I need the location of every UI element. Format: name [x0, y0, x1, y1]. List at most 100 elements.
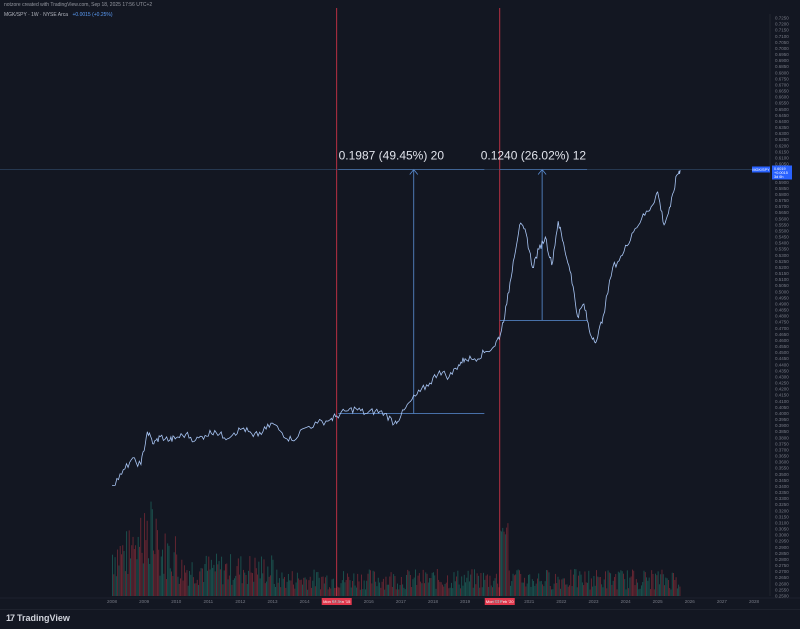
volume-bar: [395, 589, 397, 596]
volume-bar: [311, 587, 312, 596]
volume-bar: [284, 576, 285, 596]
measure-label: 0.1240 (26.02%) 12: [481, 148, 587, 162]
volume-bar: [535, 583, 537, 596]
y-tick-label: 0.5150: [775, 271, 789, 276]
volume-bar: [295, 582, 297, 596]
volume-bar: [444, 583, 446, 596]
volume-bar: [223, 570, 225, 596]
volume-bar: [185, 572, 187, 596]
volume-bar: [375, 581, 377, 596]
y-tick-label: 0.3000: [775, 533, 789, 538]
volume-bar: [258, 561, 260, 596]
volume-bar: [511, 581, 513, 596]
x-axis[interactable]: 2008 2009 2010 2011 2012 2013 2014 2015 2016 2017…: [107, 599, 759, 604]
x-tick-label: 2019: [460, 599, 471, 604]
volume-bar: [275, 586, 276, 596]
y-tick-label: 0.3850: [775, 429, 789, 434]
volume-bar: [615, 574, 617, 596]
event-label: Mon 05 Jan '15: [323, 599, 351, 604]
y-tick-label: 0.6750: [775, 76, 789, 81]
volume-bar: [357, 573, 359, 596]
volume-bar: [424, 583, 425, 596]
event-label-bg: [321, 598, 352, 605]
y-tick-label: 0.6050: [775, 162, 789, 167]
volume-bar: [458, 584, 460, 596]
volume-bar: [397, 583, 398, 596]
volume-bar: [249, 556, 251, 596]
volume-bar: [631, 569, 633, 596]
y-tick-label: 0.4850: [775, 308, 789, 313]
volume-bar: [318, 577, 320, 596]
event-lines: Mon 05 Jan '15 Mon 03 Feb '20: [321, 8, 515, 605]
volume-bar: [237, 558, 239, 596]
y-tick-label: 0.2800: [775, 557, 789, 562]
volume-bar: [628, 588, 630, 596]
volume-bar: [513, 575, 515, 596]
symbol-legend[interactable]: MGK/SPY · 1W · NYSE Arca +0.0015 (+0.25%…: [4, 12, 113, 18]
volume-bar: [376, 586, 378, 596]
volume-bar: [433, 572, 434, 596]
volume-bar: [226, 563, 228, 596]
volume-bar: [456, 576, 458, 596]
y-tick-label: 0.5650: [775, 210, 789, 215]
y-axis[interactable]: 0.72500.72000.71500.71000.70500.70000.69…: [752, 16, 792, 599]
volume-bar: [251, 573, 253, 596]
tradingview-brand[interactable]: 17 TradingView: [6, 613, 70, 623]
volume-bar: [230, 554, 232, 596]
volume-bar: [244, 572, 246, 596]
y-tick-label: 0.4950: [775, 295, 789, 300]
volume-bar: [427, 582, 429, 596]
volume-bar: [521, 582, 523, 596]
volume-bar: [159, 575, 161, 596]
volume-bar: [558, 579, 560, 596]
volume-bar: [294, 588, 296, 596]
volume-bar: [267, 566, 269, 596]
y-tick-label: 0.4600: [775, 338, 789, 343]
volume-bar: [379, 582, 380, 596]
volume-bar: [260, 556, 262, 596]
volume-bar: [664, 585, 665, 596]
volume-bar: [448, 588, 450, 596]
volume-bar: [269, 575, 271, 596]
volume-bar: [566, 584, 568, 596]
volume-bar: [462, 585, 464, 596]
symbol-label[interactable]: MGK/SPY · 1W · NYSE Arca: [4, 12, 69, 18]
volume-bar: [520, 573, 522, 596]
price-range-measure: 0.1240 (26.02%) 12: [481, 148, 588, 321]
volume-bar: [231, 584, 233, 596]
volume-bar: [466, 577, 468, 596]
volume-bar: [633, 570, 635, 596]
volume-bar: [236, 566, 238, 596]
volume-bar: [359, 589, 361, 596]
y-tick-label: 0.2650: [775, 575, 789, 580]
y-tick-label: 0.5700: [775, 204, 789, 209]
volume-bar: [386, 584, 388, 596]
volume-bar: [207, 570, 208, 596]
volume-bar: [169, 568, 171, 596]
volume-bar: [403, 587, 405, 596]
volume-bar: [205, 555, 207, 596]
volume-bar: [216, 553, 217, 596]
volume-bar: [123, 551, 125, 596]
volume-bar: [168, 545, 170, 596]
volume-bar: [536, 578, 538, 596]
y-tick-label: 0.4350: [775, 368, 789, 373]
volume-bar: [488, 586, 490, 596]
volume-bar: [302, 584, 303, 596]
volume-bar: [547, 570, 549, 596]
volume-bar: [623, 573, 624, 596]
volume-bar: [262, 573, 264, 596]
volume-bar: [598, 577, 600, 596]
y-tick-label: 0.4450: [775, 356, 789, 361]
measurement-tools[interactable]: 0.1987 (49.45%) 20 0.1240 (26.02%) 12: [0, 148, 770, 414]
volume-bar: [489, 575, 491, 596]
y-tick-label: 0.4100: [775, 399, 789, 404]
volume-bar: [344, 582, 346, 596]
y-tick-label: 0.6800: [775, 70, 789, 75]
volume-bar: [326, 575, 328, 596]
volume-bar: [278, 578, 280, 596]
y-tick-label: 0.3600: [775, 460, 789, 465]
volume-bar: [248, 570, 250, 596]
y-tick-label: 0.7100: [775, 34, 789, 39]
